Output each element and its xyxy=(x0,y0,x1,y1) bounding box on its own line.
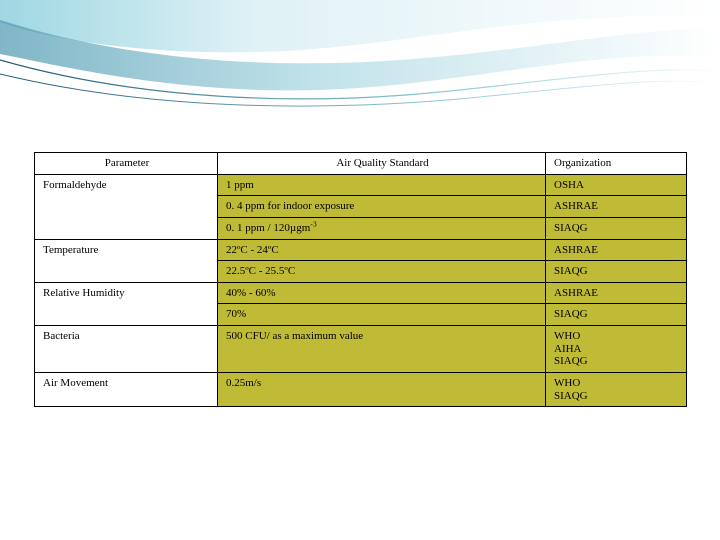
standard-cell: 0.25m/s xyxy=(218,373,546,407)
parameter-cell: Formaldehyde xyxy=(35,174,218,239)
organization-cell: ASHRAE xyxy=(546,282,687,304)
table-row: Temperature22ºC - 24ºCASHRAE xyxy=(35,239,687,261)
col-header-organization: Organization xyxy=(546,153,687,175)
col-header-standard: Air Quality Standard xyxy=(218,153,546,175)
standard-cell: 0. 4 ppm for indoor exposure xyxy=(218,196,546,218)
table-row: Formaldehyde1 ppmOSHA xyxy=(35,174,687,196)
col-header-parameter: Parameter xyxy=(35,153,218,175)
standard-cell: 40% - 60% xyxy=(218,282,546,304)
header-wave-decoration xyxy=(0,0,720,130)
air-quality-table-container: Parameter Air Quality Standard Organizat… xyxy=(34,152,686,407)
organization-cell: WHOSIAQG xyxy=(546,373,687,407)
parameter-cell: Relative Humidity xyxy=(35,282,218,325)
table-row: Bacteria500 CFU/ as a maximum valueWHOAI… xyxy=(35,326,687,373)
organization-cell: ASHRAE xyxy=(546,239,687,261)
standard-cell: 22.5ºC - 25.5ºC xyxy=(218,261,546,283)
table-header: Parameter Air Quality Standard Organizat… xyxy=(35,153,687,175)
table-row: Relative Humidity40% - 60%ASHRAE xyxy=(35,282,687,304)
table-row: Air Movement0.25m/sWHOSIAQG xyxy=(35,373,687,407)
parameter-cell: Temperature xyxy=(35,239,218,282)
parameter-cell: Air Movement xyxy=(35,373,218,407)
table-body: Formaldehyde1 ppmOSHA0. 4 ppm for indoor… xyxy=(35,174,687,407)
organization-cell: WHOAIHASIAQG xyxy=(546,326,687,373)
organization-cell: SIAQG xyxy=(546,304,687,326)
standard-cell: 1 ppm xyxy=(218,174,546,196)
standard-cell: 70% xyxy=(218,304,546,326)
standard-cell: 22ºC - 24ºC xyxy=(218,239,546,261)
organization-cell: ASHRAE xyxy=(546,196,687,218)
parameter-cell: Bacteria xyxy=(35,326,218,373)
air-quality-table: Parameter Air Quality Standard Organizat… xyxy=(34,152,687,407)
standard-cell: 500 CFU/ as a maximum value xyxy=(218,326,546,373)
organization-cell: OSHA xyxy=(546,174,687,196)
organization-cell: SIAQG xyxy=(546,261,687,283)
organization-cell: SIAQG xyxy=(546,217,687,239)
standard-cell: 0. 1 ppm / 120µgm-3 xyxy=(218,217,546,239)
